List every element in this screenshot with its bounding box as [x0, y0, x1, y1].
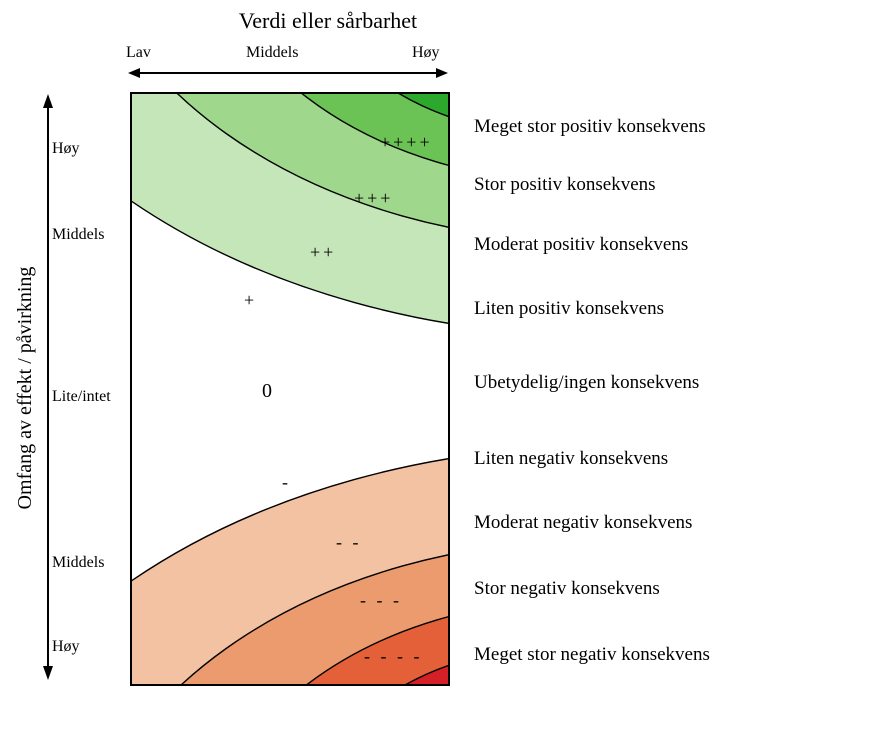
legend-neg2: Moderat negativ konsekvens	[474, 512, 692, 534]
consequence-matrix: Verdi eller sårbarhet Lav Middels Høy Om…	[8, 8, 864, 721]
symbol-neg2: - -	[336, 532, 362, 553]
chart-area: 0 ++++++++++-- -- - -- - - -	[130, 92, 450, 686]
symbol-pos2: ++	[310, 242, 336, 263]
symbol-neg3: - - -	[360, 590, 402, 611]
legend-neg4: Meget stor negativ konsekvens	[474, 644, 710, 666]
y-axis-arrow	[41, 94, 55, 680]
legend-pos2: Moderat positiv konsekvens	[474, 234, 688, 256]
legend-neg1: Liten negativ konsekvens	[474, 448, 668, 470]
y-tick-mid-top: Middels	[52, 226, 132, 244]
legend-pos1: Liten positiv konsekvens	[474, 298, 664, 320]
symbol-neg4: - - - -	[364, 646, 422, 667]
symbol-zero: 0	[262, 380, 272, 403]
legend-zero: Ubetydelig/ingen konsekvens	[474, 372, 699, 394]
y-axis-title: Omfang av effekt / påvirkning	[14, 208, 37, 568]
legend-pos3: Stor positiv konsekvens	[474, 174, 656, 196]
legend-pos4: Meget stor positiv konsekvens	[474, 116, 706, 138]
symbol-pos3: +++	[354, 188, 393, 209]
y-tick-none: Lite/intet	[52, 388, 132, 406]
symbol-pos1: +	[244, 290, 257, 311]
x-axis-arrow	[128, 66, 448, 80]
y-tick-high-top: Høy	[52, 140, 132, 158]
y-tick-mid-bottom: Middels	[52, 554, 132, 572]
symbol-pos4: ++++	[380, 132, 433, 153]
x-tick-low: Lav	[126, 44, 151, 62]
legend-neg3: Stor negativ konsekvens	[474, 578, 660, 600]
x-tick-mid: Middels	[246, 44, 298, 62]
x-axis-title: Verdi eller sårbarhet	[178, 8, 478, 34]
x-tick-high: Høy	[412, 44, 440, 62]
y-tick-high-bottom: Høy	[52, 638, 132, 656]
symbol-neg1: -	[282, 472, 291, 493]
